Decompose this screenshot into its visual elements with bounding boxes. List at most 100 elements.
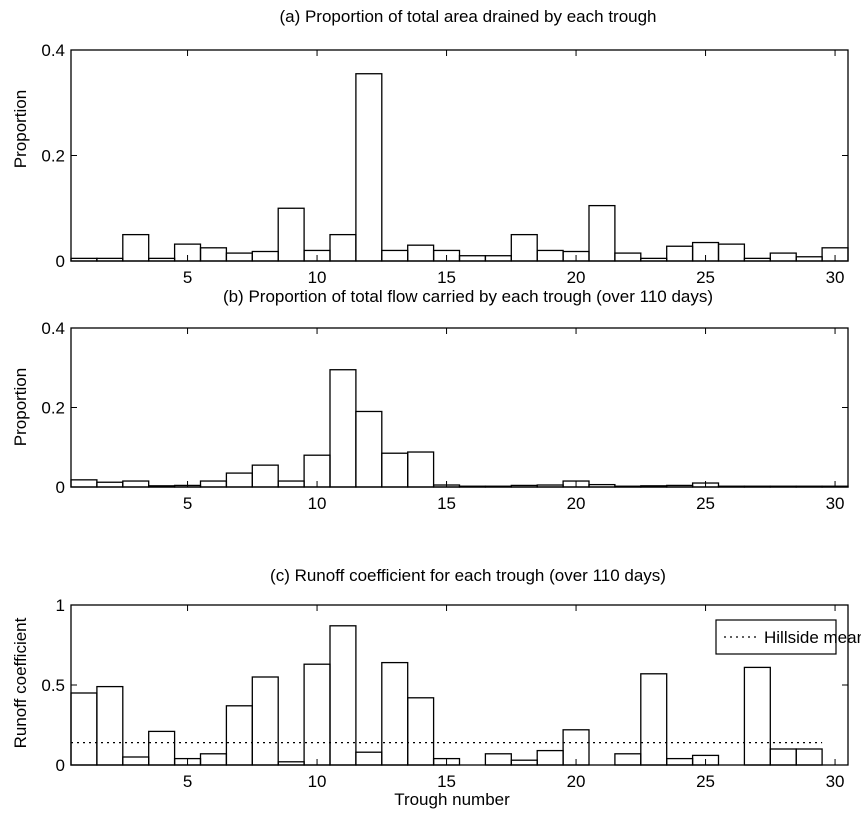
panel-b-bar-trough-27 (743, 485, 771, 488)
panel-a-y-axis-label: Proportion (11, 90, 30, 168)
panel-c-x-tick-label: 25 (696, 772, 715, 791)
panel-a-bar-trough-27 (743, 257, 771, 262)
panel-c-x-tick-label: 5 (183, 772, 192, 791)
panel-c-bar-trough-6 (199, 753, 228, 766)
panel-b: (b) Proportion of total flow carried by … (11, 287, 849, 513)
panel-a-bar-trough-12 (355, 73, 383, 262)
panel-c-bar-trough-19 (536, 749, 564, 766)
panel-b-bar-trough-19 (536, 484, 564, 488)
panel-b-bar-trough-3 (122, 480, 150, 488)
panel-c-bar-trough-12 (355, 751, 383, 766)
panel-a-bar-trough-17 (484, 255, 512, 262)
panel-a-bar-trough-8 (251, 250, 279, 262)
panel-c-y-tick-label: 1 (56, 596, 65, 615)
panel-a-bar-trough-28 (769, 252, 797, 262)
panel-c-bar-trough-9 (277, 761, 305, 766)
panel-b-bar-trough-17 (484, 485, 512, 488)
panel-b-y-tick-label: 0 (56, 478, 65, 497)
panel-b-bar-trough-30 (821, 485, 849, 488)
legend-entry-hillside-mean: Hillside mean (764, 628, 861, 647)
panel-c-bar-trough-20 (562, 729, 590, 766)
panel-a-axes-frame (70, 49, 849, 262)
panel-c-bar-trough-28 (769, 748, 797, 766)
panel-a-bar-trough-23 (640, 257, 668, 262)
panel-c-bar-trough-17 (484, 753, 512, 766)
panel-c-x-axis-label: Trough number (394, 790, 510, 809)
panel-b-y-tick-label: 0.2 (41, 399, 65, 418)
panel-b-bar-trough-25 (691, 482, 720, 488)
panel-a-bar-trough-24 (666, 245, 694, 262)
panel-c-x-tick-label: 10 (308, 772, 327, 791)
panel-c-title: (c) Runoff coefficient for each trough (… (270, 566, 666, 585)
panel-c-bar-trough-10 (303, 663, 331, 766)
panel-b-plot-area: 5 10 15 20 25 30 0 0.2 0.4 (41, 319, 849, 513)
panel-b-bar-trough-23 (640, 485, 668, 488)
panel-b-bar-trough-9 (277, 480, 305, 488)
panel-a-bar-trough-30 (821, 247, 849, 262)
panel-c-bar-trough-7 (225, 705, 253, 766)
panel-a-bar-trough-7 (225, 252, 253, 262)
panel-b-bar-trough-8 (251, 464, 279, 488)
panel-c-bar-trough-23 (640, 673, 668, 766)
panel-a-bar-trough-3 (122, 233, 150, 262)
panel-c-plot-area: 5 10 15 20 25 30 0 0.5 1 Hillside mean (41, 596, 861, 791)
panel-b-x-tick-label: 10 (308, 494, 327, 513)
panel-c-bar-trough-27 (743, 666, 771, 766)
panel-c: (c) Runoff coefficient for each trough (… (11, 566, 861, 809)
panel-c-bar-trough-18 (510, 759, 538, 766)
panel-b-bar-trough-22 (614, 485, 642, 488)
panel-a-bar-trough-13 (381, 249, 409, 262)
panel-c-bar-trough-2 (96, 685, 124, 766)
panel-b-y-tick-label: 0.4 (41, 319, 65, 338)
panel-b-bar-trough-12 (355, 410, 383, 488)
panel-c-bar-trough-24 (666, 757, 694, 766)
panel-a-bar-trough-2 (96, 257, 124, 262)
panel-c-bar-trough-15 (432, 757, 461, 766)
panel-a-bar-trough-16 (458, 255, 487, 262)
panel-a-x-tick-label: 30 (826, 268, 845, 287)
panel-c-y-tick-label: 0 (56, 756, 65, 775)
panel-c-x-tick-label: 30 (826, 772, 845, 791)
panel-b-axes-frame (70, 327, 849, 488)
panel-c-bar-trough-22 (614, 753, 642, 766)
panel-b-x-tick-label: 5 (183, 494, 192, 513)
panel-b-bar-trough-14 (407, 451, 435, 488)
panel-b-bar-trough-24 (666, 484, 694, 488)
panel-b-x-tick-label: 20 (567, 494, 586, 513)
panel-a-y-tick-label: 0.2 (41, 147, 65, 166)
panel-c-bar-trough-3 (122, 756, 150, 766)
panel-c-bar-trough-29 (795, 748, 823, 766)
panel-c-y-tick-label: 0.5 (41, 676, 65, 695)
panel-a-bar-trough-26 (717, 243, 746, 262)
panel-a-bar-trough-29 (795, 256, 823, 262)
panel-b-bar-trough-2 (96, 481, 124, 488)
panel-b-bar-trough-16 (458, 485, 487, 488)
panel-c-bar-trough-13 (381, 661, 409, 766)
panel-a: (a) Proportion of total area drained by … (11, 7, 849, 287)
panel-a-x-tick-label: 10 (308, 268, 327, 287)
panel-a-bar-trough-22 (614, 252, 642, 262)
panel-b-bar-trough-28 (769, 485, 797, 488)
panel-a-x-tick-label: 25 (696, 268, 715, 287)
panel-c-bar-trough-8 (251, 676, 279, 766)
panel-b-bar-trough-7 (225, 472, 253, 488)
panel-a-bar-trough-1 (70, 257, 98, 262)
panel-b-x-tick-label: 30 (826, 494, 845, 513)
panel-b-bar-trough-4 (148, 485, 176, 488)
panel-b-bar-trough-1 (70, 479, 98, 488)
panel-a-bar-trough-4 (148, 257, 176, 262)
panel-a-y-tick-label: 0.4 (41, 41, 65, 60)
panel-b-y-axis-label: Proportion (11, 368, 30, 446)
panel-c-x-tick-label: 20 (567, 772, 586, 791)
panel-a-bar-trough-6 (199, 247, 228, 262)
panel-b-bar-trough-21 (588, 483, 616, 488)
panel-c-bar-trough-1 (70, 692, 98, 766)
panel-c-bar-trough-4 (148, 730, 176, 766)
panel-a-bar-trough-11 (329, 233, 357, 262)
panel-b-x-tick-label: 15 (437, 494, 456, 513)
panel-c-x-tick-label: 15 (437, 772, 456, 791)
panel-a-x-tick-label: 15 (437, 268, 456, 287)
panel-b-bar-trough-29 (795, 485, 823, 488)
panel-a-title: (a) Proportion of total area drained by … (279, 7, 656, 26)
panel-a-plot-area: 5 10 15 20 25 30 0 0.2 0.4 (41, 41, 849, 287)
